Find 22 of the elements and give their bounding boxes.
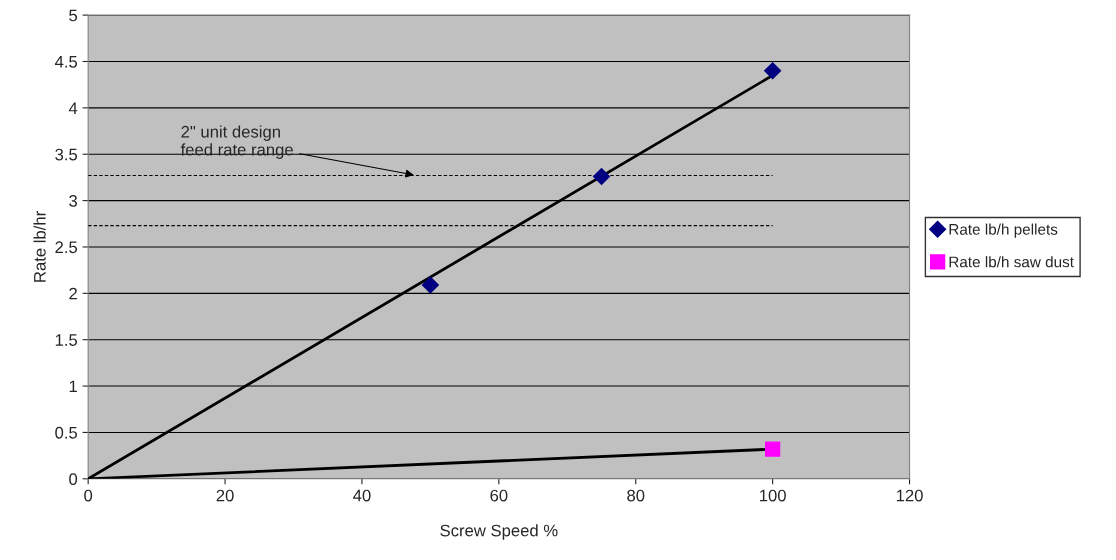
x-tick-label: 20 <box>216 489 234 502</box>
y-tick-label: 0 <box>69 473 78 485</box>
y-tick-label: 5 <box>69 9 78 22</box>
y-tick-label: 2 <box>69 287 77 300</box>
y-tick-label: 1 <box>69 380 77 393</box>
y-tick-label: 1.5 <box>55 334 78 346</box>
y-tick-label: 0.5 <box>55 426 78 439</box>
y-tick-label: 2.5 <box>55 241 78 254</box>
x-tick-label: 0 <box>84 489 93 502</box>
y-tick-label: 4.5 <box>54 56 78 68</box>
x-axis-title: Screw Speed % <box>440 524 558 540</box>
legend-label: Rate lb/h saw dust <box>949 256 1074 268</box>
x-tick-label: 80 <box>627 489 645 502</box>
x-tick-label: 100 <box>760 489 786 502</box>
x-tick-label: 40 <box>353 489 371 502</box>
y-tick-label: 3 <box>69 194 78 207</box>
x-tick-label: 60 <box>490 489 508 502</box>
y-axis-title: Rate lb/hr <box>33 211 46 282</box>
legend-label: Rate lb/h pellets <box>949 223 1058 238</box>
y-tick-label: 3.5 <box>55 148 78 161</box>
y-tick-label: 4 <box>68 102 78 114</box>
x-tick-label: 120 <box>896 489 923 502</box>
